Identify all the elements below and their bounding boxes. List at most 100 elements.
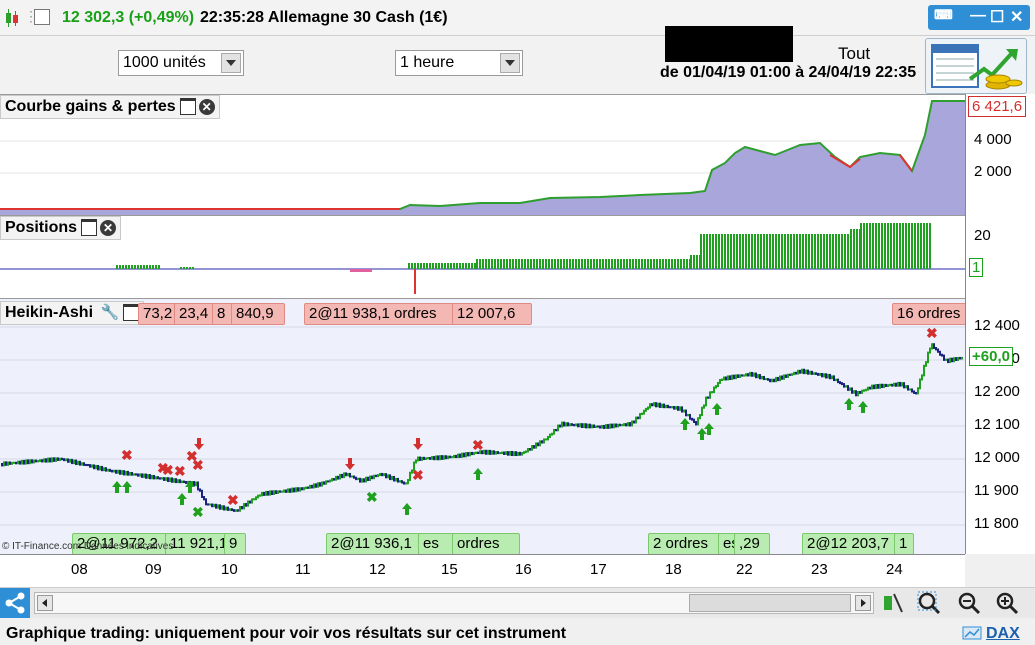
buy-arrow[interactable] — [473, 468, 483, 480]
chart-link-icon[interactable] — [962, 625, 982, 641]
x-tick: 08 — [71, 561, 88, 578]
window-icon[interactable] — [179, 98, 196, 116]
order-label[interactable]: 16 ordres — [892, 303, 970, 325]
candle — [439, 455, 441, 461]
buy-arrow[interactable] — [712, 403, 722, 415]
cross-marker[interactable]: ✖ — [227, 492, 239, 508]
cross-marker[interactable]: ✖ — [174, 463, 186, 479]
scroll-left-button[interactable] — [37, 595, 53, 611]
order-label[interactable]: 840,9 — [231, 303, 285, 325]
cross-marker[interactable]: ✖ — [412, 467, 424, 483]
candle — [725, 376, 727, 381]
share-button[interactable] — [0, 588, 30, 618]
interval-select[interactable]: 1 heure — [395, 50, 523, 76]
ticker-link[interactable]: DAX — [986, 625, 1020, 642]
candle — [495, 451, 497, 455]
scroll-right-button[interactable] — [855, 595, 871, 611]
sell-arrow[interactable] — [413, 438, 423, 450]
candle — [471, 451, 473, 456]
close-button[interactable]: ✕ — [1010, 9, 1024, 26]
close-icon[interactable]: ✕ — [100, 219, 117, 236]
window-icon[interactable] — [123, 304, 140, 322]
buy-arrow[interactable] — [122, 481, 132, 493]
candle — [291, 487, 293, 493]
cross-marker[interactable]: ✖ — [121, 447, 133, 463]
cross-marker[interactable]: ✖ — [472, 437, 484, 453]
buy-arrow[interactable] — [177, 493, 187, 505]
buy-arrow[interactable] — [680, 418, 690, 430]
candle — [145, 473, 147, 479]
order-label[interactable]: 9 — [224, 533, 246, 555]
position-bar — [503, 259, 505, 269]
buy-arrow[interactable] — [858, 401, 868, 413]
candle — [489, 449, 491, 455]
share-icon — [5, 592, 25, 614]
order-label[interactable]: 1 — [894, 533, 914, 555]
order-label[interactable]: 12 007,6 — [452, 303, 532, 325]
buy-arrow[interactable] — [697, 428, 707, 440]
sell-arrow[interactable] — [345, 458, 355, 470]
order-label[interactable]: 23,4 — [174, 303, 220, 325]
window-icon[interactable] — [81, 219, 98, 237]
chevron-down-icon[interactable] — [500, 53, 520, 73]
candle — [861, 389, 863, 394]
position-bar — [426, 263, 428, 269]
minimize-button[interactable]: — — [970, 7, 986, 24]
buy-arrow[interactable] — [844, 398, 854, 410]
candle — [597, 425, 599, 428]
units-select[interactable]: 1000 unités — [118, 50, 244, 76]
cross-marker[interactable]: ✖ — [186, 448, 198, 464]
buy-arrow[interactable] — [112, 481, 122, 493]
order-label[interactable]: 2@11 936,1 — [326, 533, 426, 555]
buy-arrow[interactable] — [185, 481, 195, 493]
zoom-area-button[interactable] — [916, 590, 942, 616]
axis-tick: 12 100 — [974, 416, 1020, 433]
candle — [347, 472, 349, 477]
order-label[interactable]: ordres — [452, 533, 520, 555]
cross-marker[interactable]: ✖ — [192, 504, 204, 520]
zoom-out-button[interactable] — [956, 590, 982, 616]
candle — [533, 445, 535, 449]
close-icon[interactable]: ✕ — [198, 98, 215, 115]
candle — [217, 504, 219, 509]
horizontal-scrollbar[interactable] — [34, 592, 874, 614]
order-label[interactable]: ,29 — [734, 533, 770, 555]
position-bar — [629, 259, 631, 269]
candle — [535, 442, 537, 449]
candle — [201, 489, 203, 499]
order-label[interactable]: 73,2 — [138, 303, 181, 325]
cross-marker[interactable]: ✖ — [366, 489, 378, 505]
candlestick-icon[interactable] — [4, 9, 20, 27]
candle — [739, 374, 741, 379]
candle — [689, 413, 691, 420]
report-button[interactable] — [925, 38, 1027, 94]
cross-marker[interactable]: ✖ — [162, 462, 174, 478]
order-label[interactable]: 2@11 972,2 — [72, 533, 172, 555]
keyboard-icon[interactable]: ⌨ — [934, 7, 953, 22]
candle — [939, 350, 941, 356]
sell-arrow[interactable] — [194, 438, 204, 450]
wrench-icon[interactable]: 🔧 — [100, 304, 120, 321]
scroll-thumb[interactable] — [689, 594, 851, 612]
position-bar — [644, 259, 646, 269]
zoom-in-button[interactable] — [994, 590, 1020, 616]
order-label[interactable]: 2 ordres — [648, 533, 726, 555]
order-label[interactable]: 2@11 938,1 ordres — [304, 303, 459, 325]
drawing-tool-button[interactable] — [880, 590, 906, 616]
candle — [279, 490, 281, 493]
order-label[interactable]: 2@12 203,7 — [802, 533, 902, 555]
maximize-button[interactable]: ☐ — [990, 9, 1005, 26]
candle — [253, 498, 255, 501]
order-label[interactable]: 11 921,1 — [165, 533, 231, 555]
buy-arrow[interactable] — [402, 503, 412, 515]
link-checkbox[interactable] — [34, 9, 50, 25]
buy-arrow[interactable] — [704, 423, 714, 435]
candle — [653, 402, 655, 407]
cross-marker[interactable]: ✖ — [192, 457, 204, 473]
position-bar — [817, 234, 819, 269]
candle — [169, 477, 171, 483]
title-bar: ⋮⋮ 12 302,3 (+0,49%) 22:35:28 Allemagne … — [0, 0, 1035, 36]
cross-marker[interactable]: ✖ — [926, 325, 938, 341]
chevron-down-icon[interactable] — [221, 53, 241, 73]
cross-marker[interactable]: ✖ — [157, 460, 169, 476]
